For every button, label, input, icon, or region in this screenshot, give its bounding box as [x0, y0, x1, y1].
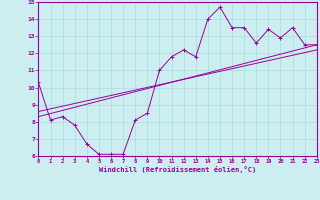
X-axis label: Windchill (Refroidissement éolien,°C): Windchill (Refroidissement éolien,°C) — [99, 166, 256, 173]
